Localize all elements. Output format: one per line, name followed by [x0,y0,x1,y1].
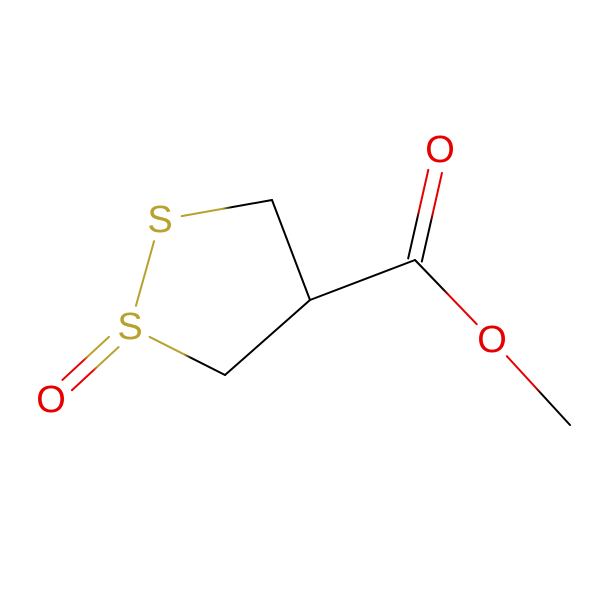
atom-label-O_dbl: O [425,129,455,171]
atom-label-S2: S [147,199,172,241]
atom-label-S1: S [117,306,142,348]
atom-label-O_sng: O [477,319,507,361]
molecule-diagram: S S O O O [0,0,600,600]
atom-label-O_Sdbl: O [36,379,66,421]
